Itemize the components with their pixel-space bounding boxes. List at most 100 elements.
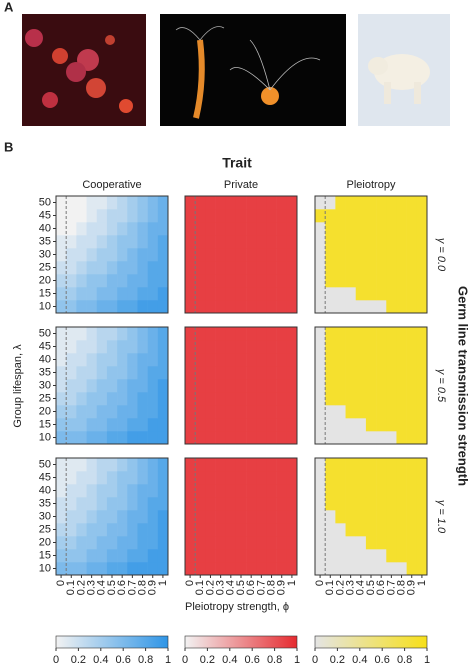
heat-cell xyxy=(386,523,397,537)
heat-cell xyxy=(376,497,387,511)
heat-cell xyxy=(416,261,428,275)
heat-cell xyxy=(185,549,196,563)
heat-cell xyxy=(127,510,138,524)
heat-cell xyxy=(376,418,387,432)
heat-cell xyxy=(396,196,407,210)
heat-cell xyxy=(315,510,326,524)
heat-cell xyxy=(416,209,428,223)
heat-cell xyxy=(147,261,159,275)
y-tick-label: 45 xyxy=(39,340,51,352)
heat-cell xyxy=(325,523,336,537)
heat-cell xyxy=(396,235,407,249)
heat-cell xyxy=(315,261,326,275)
heat-cell xyxy=(355,536,367,550)
heat-cell xyxy=(396,274,407,288)
heat-cell xyxy=(127,261,138,275)
heat-cell xyxy=(256,222,267,236)
heat-cell xyxy=(205,340,216,354)
photo-hydra xyxy=(160,14,346,126)
heat-cell xyxy=(235,366,247,380)
heat-cell xyxy=(117,379,128,393)
heat-cell xyxy=(416,523,428,537)
heat-cell xyxy=(137,523,148,537)
heat-cell xyxy=(246,366,257,380)
x-tick-label: 0.4 xyxy=(225,580,237,595)
colorbar-tick-label: 0.6 xyxy=(245,654,260,666)
heat-cell xyxy=(406,274,418,288)
heat-cell xyxy=(235,536,247,550)
y-tick-label: 35 xyxy=(39,497,51,509)
heat-cell xyxy=(96,392,108,406)
panel-frame xyxy=(55,326,169,445)
heat-cell xyxy=(246,523,257,537)
colorbar-tick-label: 0.4 xyxy=(93,654,108,666)
heat-cell xyxy=(127,379,138,393)
heat-cell xyxy=(315,392,326,406)
heat-cell xyxy=(315,327,326,341)
heat-cell xyxy=(66,261,77,275)
heat-cell xyxy=(256,458,267,472)
heat-cell xyxy=(66,392,77,406)
heat-cell xyxy=(147,300,159,314)
heat-cell xyxy=(225,418,237,432)
heat-cell xyxy=(195,405,206,419)
heat-cell xyxy=(406,209,418,223)
heat-cell xyxy=(96,471,108,485)
x-tick-label: 0 xyxy=(314,580,326,586)
heat-cell xyxy=(266,418,277,432)
heat-cell xyxy=(205,392,216,406)
heat-cell xyxy=(365,261,377,275)
heat-cell xyxy=(56,484,67,498)
heat-cell xyxy=(315,484,326,498)
heat-cell xyxy=(106,497,118,511)
heat-cell xyxy=(195,300,206,314)
heat-cell xyxy=(157,353,169,367)
panel-frame xyxy=(314,195,428,314)
heat-cell xyxy=(335,497,346,511)
heat-cell xyxy=(235,484,247,498)
heat-cell xyxy=(235,196,247,210)
heat-cell xyxy=(365,497,377,511)
heat-cell xyxy=(376,248,387,262)
heat-cell xyxy=(325,484,336,498)
heat-cell xyxy=(246,353,257,367)
heat-cell xyxy=(365,405,377,419)
heat-cell xyxy=(345,536,357,550)
heat-cell xyxy=(157,536,169,550)
heat-cell xyxy=(235,497,247,511)
heat-cell xyxy=(106,222,118,236)
heat-cell xyxy=(185,562,196,576)
heat-cell xyxy=(286,209,298,223)
heat-cell xyxy=(56,405,67,419)
colorbar-tick-label: 0.8 xyxy=(138,654,153,666)
heat-cell xyxy=(76,484,87,498)
heat-cell xyxy=(256,248,267,262)
heat-cell xyxy=(215,562,227,576)
heat-cell xyxy=(147,471,159,485)
y-tick-label: 10 xyxy=(39,300,51,312)
heat-cell xyxy=(66,248,77,262)
heat-cell xyxy=(225,379,237,393)
heat-cell xyxy=(185,392,196,406)
heat-cell xyxy=(396,261,407,275)
heat-cell xyxy=(286,471,298,485)
heat-cell xyxy=(117,235,128,249)
heat-cell xyxy=(235,510,247,524)
colorbar-tick-label: 1 xyxy=(165,654,171,666)
heat-cell xyxy=(157,471,169,485)
heat-cell xyxy=(276,523,288,537)
heat-cell xyxy=(355,497,367,511)
heat-cell xyxy=(225,431,237,445)
heat-cell xyxy=(96,248,108,262)
heat-cell xyxy=(325,366,336,380)
heat-cell xyxy=(195,261,206,275)
heat-cell xyxy=(117,222,128,236)
heat-cell xyxy=(315,222,326,236)
heat-cell xyxy=(185,471,196,485)
heat-cell xyxy=(406,353,418,367)
heat-cell xyxy=(225,300,237,314)
heat-cell xyxy=(76,327,87,341)
heat-cell xyxy=(365,431,377,445)
heat-cell xyxy=(215,366,227,380)
